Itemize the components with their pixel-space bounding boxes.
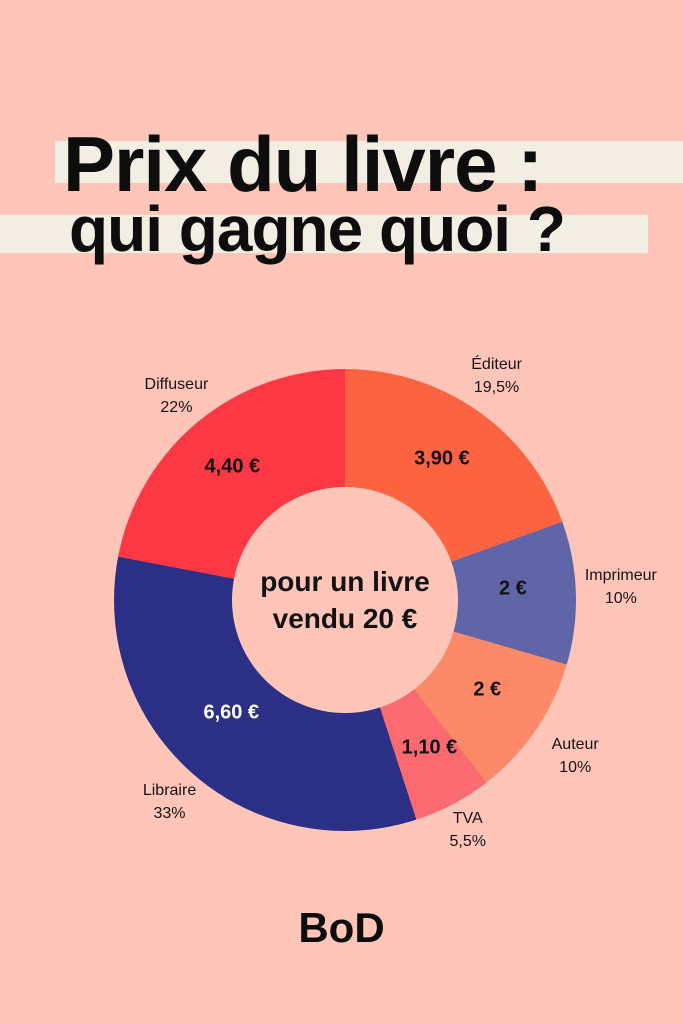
center-label-line-1: pour un livre <box>260 566 430 597</box>
segment-label-editeur: Éditeur 19,5% <box>471 356 522 397</box>
segment-label-imprimeur: Imprimeur 10% <box>584 566 657 607</box>
title-highlight-bar-1 <box>55 141 683 183</box>
segment-value-tva: 1,10 € <box>401 736 458 759</box>
segment-label-diffuseur: Diffuseur 22% <box>144 376 209 417</box>
segment-label-auteur: Auteur 10% <box>551 735 599 776</box>
page-title-line-1: Prix du livre : <box>63 120 543 208</box>
segment-label-libraire: Libraire 33% <box>142 782 197 823</box>
donut-center: pour un livre vendu 20 € <box>232 487 458 713</box>
title-highlight-bar-2 <box>0 215 648 253</box>
segment-label-tva: TVA 5,5% <box>449 809 486 850</box>
segment-value-libraire: 6,60 € <box>203 701 260 724</box>
segment-value-imprimeur: 2 € <box>499 577 527 600</box>
segment-value-diffuseur: 4,40 € <box>204 455 261 478</box>
center-label-line-2: vendu 20 € <box>272 603 418 634</box>
segment-value-editeur: 3,90 € <box>414 447 470 470</box>
bod-logo: BoD <box>298 904 385 951</box>
page-title-line-2: qui gagne quoi ? <box>69 193 566 265</box>
segment-value-auteur: 2 € <box>473 678 502 701</box>
